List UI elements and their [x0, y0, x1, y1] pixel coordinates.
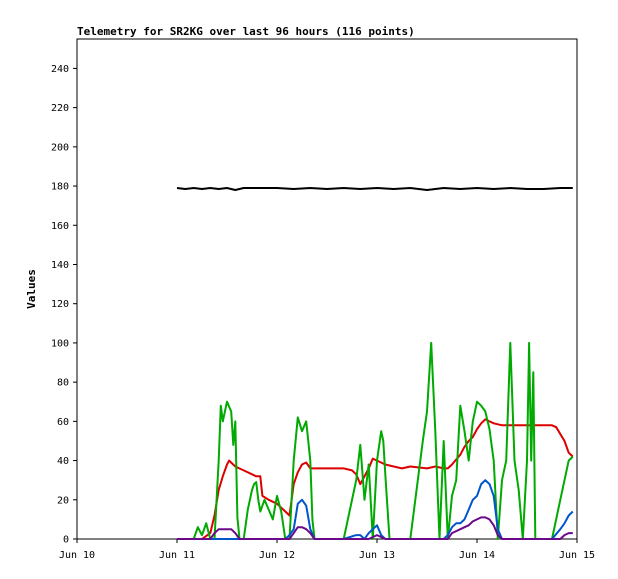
chart-title: Telemetry for SR2KG over last 96 hours (…	[77, 25, 415, 38]
series-line-5	[177, 516, 573, 540]
x-tick-label: Jun 11	[159, 550, 195, 561]
y-tick-label: 40	[57, 456, 69, 467]
y-tick-label: 180	[51, 182, 69, 193]
y-tick-label: 200	[51, 142, 69, 153]
y-tick-label: 20	[57, 495, 69, 506]
y-tick-label: 80	[57, 378, 69, 389]
y-tick-label: 140	[51, 260, 69, 271]
y-tick-label: 60	[57, 417, 69, 428]
y-axis: 0 20 40 60 80 100 120 140 160 180 200 220 240	[51, 64, 77, 546]
x-tick-label: Jun 15	[559, 550, 595, 561]
y-tick-label: 120	[51, 299, 69, 310]
series-layer	[176, 187, 574, 540]
y-tick-label: 240	[51, 64, 69, 75]
y-tick-label: 100	[51, 338, 69, 349]
series-line-1	[176, 187, 573, 191]
series-line-3	[177, 341, 574, 540]
y-tick-label: 160	[51, 221, 69, 232]
y-tick-label: 0	[63, 535, 69, 546]
y-axis-title: Values	[25, 269, 38, 309]
x-tick-label: Jun 14	[459, 550, 495, 561]
x-tick-label: Jun 12	[259, 550, 295, 561]
x-tick-label: Jun 13	[359, 550, 395, 561]
x-tick-label: Jun 10	[59, 550, 95, 561]
y-tick-label: 220	[51, 103, 69, 114]
series-line-2	[177, 418, 574, 540]
